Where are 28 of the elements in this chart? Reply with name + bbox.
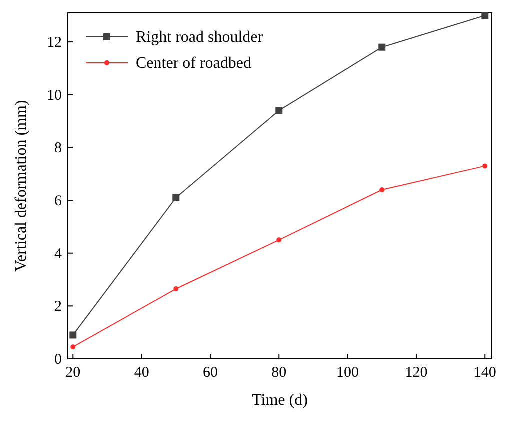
x-tick-label: 20 (66, 365, 81, 381)
y-tick-label: 4 (54, 246, 62, 262)
point (482, 164, 488, 169)
point (378, 44, 386, 51)
point (276, 107, 283, 114)
x-axis-title: Time (d) (252, 392, 308, 409)
legend-label: Right road shoulder (136, 29, 264, 46)
x-tick-label: 140 (474, 365, 496, 381)
x-tick-label: 100 (336, 365, 360, 381)
point (70, 344, 76, 350)
x-tick-label: 80 (272, 365, 287, 381)
point (70, 332, 77, 339)
point (482, 12, 489, 20)
y-axis-title: Vertical deformation (mm) (13, 100, 30, 272)
y-tick-label: 10 (47, 88, 62, 104)
x-tick-label: 40 (134, 365, 150, 381)
y-tick-label: 8 (54, 140, 62, 157)
point (276, 238, 282, 243)
x-tick-label: 60 (202, 365, 218, 381)
legend-label: Center of roadbed (136, 55, 252, 72)
point (174, 286, 179, 292)
x-tick-label: 120 (405, 365, 428, 381)
point (172, 194, 180, 202)
point (380, 187, 385, 192)
y-tick-label: 0 (54, 352, 62, 368)
y-tick-label: 6 (54, 194, 62, 210)
y-tick-label: 12 (47, 35, 62, 52)
y-tick-label: 2 (54, 299, 62, 316)
